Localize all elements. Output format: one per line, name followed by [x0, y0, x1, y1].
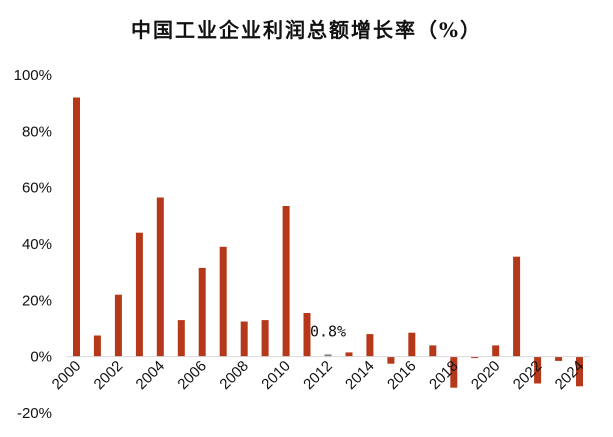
- bar-2005: [177, 320, 185, 357]
- bar-2021: [513, 256, 521, 357]
- bar-2008: [240, 321, 248, 357]
- bar-2014: [366, 334, 374, 357]
- bar-2015: [387, 356, 395, 364]
- x-tick-label: 2004: [133, 358, 169, 394]
- y-tick-label: 60%: [22, 180, 52, 197]
- x-tick-label: 2020: [468, 358, 504, 394]
- chart-title: 中国工业企业利润总额增长率（%）: [130, 18, 482, 42]
- bar-2020: [492, 345, 500, 357]
- y-tick-label: 40%: [22, 236, 52, 253]
- y-tick-label: 0%: [30, 349, 52, 366]
- bar-2023: [555, 356, 563, 361]
- bar-series: [73, 97, 583, 388]
- x-tick-label: 2000: [49, 358, 85, 394]
- bar-2013: [345, 352, 353, 357]
- bar-2000: [73, 97, 80, 357]
- bar-2018: [450, 356, 458, 388]
- bar-2017: [429, 345, 437, 357]
- y-tick-label: 20%: [22, 292, 52, 309]
- x-tick-label: 2002: [91, 358, 127, 394]
- x-tick-label: 2012: [300, 358, 336, 394]
- y-axis-tick-labels: -20% 0% 20% 40% 60% 80% 100%: [14, 67, 52, 422]
- bar-2016: [408, 332, 416, 357]
- bar-2002: [114, 294, 122, 357]
- bar-2012: [324, 354, 332, 357]
- y-tick-label: -20%: [17, 405, 52, 422]
- value-annotation: 0.8%: [310, 323, 346, 341]
- x-tick-label: 2010: [258, 358, 294, 394]
- bar-2010: [282, 206, 290, 357]
- y-tick-label: 100%: [14, 67, 52, 84]
- bar-2009: [261, 320, 269, 357]
- x-tick-label: 2006: [174, 358, 210, 394]
- bar-2022: [534, 356, 542, 384]
- bar-2006: [198, 267, 206, 357]
- bar-2003: [135, 232, 143, 357]
- bar-2007: [219, 246, 227, 357]
- x-tick-label: 2008: [216, 358, 252, 394]
- x-axis-tick-labels: 2000 2002 2004 2006 2008 2010 2012 2014 2016 2018…: [49, 358, 588, 394]
- bar-2011: [303, 313, 311, 357]
- bar-2019: [471, 356, 479, 359]
- x-tick-label: 2014: [342, 358, 378, 394]
- bar-2001: [93, 335, 101, 357]
- bar-2024: [576, 356, 583, 387]
- y-tick-label: 80%: [22, 123, 52, 140]
- bar-2004: [156, 197, 164, 357]
